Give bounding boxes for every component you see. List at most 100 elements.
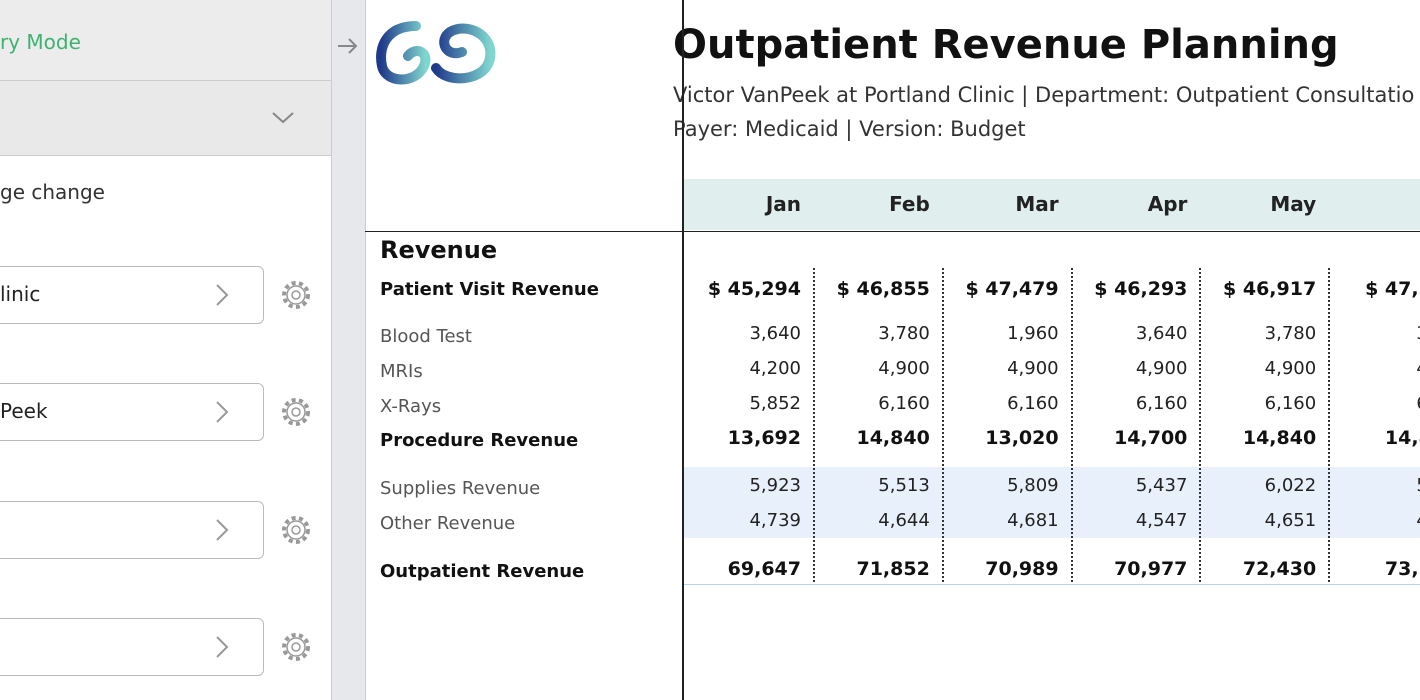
cell: 70,989: [985, 558, 1059, 580]
cell: 4,900: [878, 358, 930, 379]
column-divider: [1328, 268, 1331, 582]
cell: 3,7: [1327, 322, 1420, 346]
page-title: Outpatient Revenue Planning: [673, 22, 1339, 68]
column-header: Mar: [1015, 192, 1059, 216]
cell: 73,14: [1384, 558, 1420, 580]
chevron-right: [216, 636, 229, 658]
cell: $ 47,54: [1365, 278, 1420, 300]
chevron-down: [272, 112, 294, 124]
cell: 72,430: [1242, 558, 1317, 580]
select-field[interactable]: [0, 501, 264, 559]
row-label: Patient Visit Revenue: [380, 279, 599, 300]
cell: 4,547: [1135, 510, 1188, 531]
cell: 4,200: [749, 358, 801, 379]
column-header: J: [1327, 190, 1420, 218]
cell: 14,840: [856, 427, 930, 449]
cell: 1,960: [1007, 323, 1059, 344]
cell: 13,020: [985, 427, 1059, 449]
cell: 5,809: [1007, 475, 1059, 496]
option-label: ge change: [0, 180, 105, 204]
cell: 3,780: [1264, 323, 1317, 344]
cell: 6,160: [1264, 393, 1317, 414]
column-divider: [941, 268, 944, 582]
cell: 6,160: [878, 393, 930, 414]
cell: 69,647: [727, 558, 801, 580]
logo: [376, 21, 496, 85]
cell: 4,651: [1264, 510, 1317, 531]
settings-gear[interactable]: [280, 514, 312, 546]
row-label: MRIs: [380, 361, 423, 382]
column-divider: [1070, 268, 1073, 582]
select-field[interactable]: [0, 618, 264, 676]
column-header: Apr: [1147, 192, 1188, 216]
cell: 71,852: [856, 558, 930, 580]
select-field[interactable]: [0, 266, 264, 324]
cell: 5,852: [749, 393, 801, 414]
rule: [365, 231, 1420, 232]
highlight-band: [684, 467, 1420, 538]
mode-label[interactable]: ry Mode: [0, 30, 81, 54]
cell: 4,8: [1327, 509, 1420, 533]
cell: $ 46,293: [1094, 278, 1188, 300]
subtitle: Payer: Medicaid | Version: Budget: [673, 117, 1026, 141]
cell: 14,700: [1114, 427, 1188, 449]
cell: 3,640: [749, 323, 801, 344]
expand-arrow[interactable]: [336, 36, 360, 56]
rule: [684, 584, 1420, 585]
settings-gear[interactable]: [280, 631, 312, 663]
cell: 4,9: [1327, 357, 1420, 381]
cell: 6,1: [1327, 392, 1420, 416]
column-header: Jan: [765, 192, 801, 216]
cell: 5,437: [1135, 475, 1188, 496]
row-label: Outpatient Revenue: [380, 561, 585, 582]
select-field[interactable]: [0, 383, 264, 441]
cell: $ 45,294: [707, 278, 801, 300]
cell: 13,692: [727, 427, 801, 449]
cell: 6,022: [1264, 475, 1317, 496]
row-label: Blood Test: [380, 326, 472, 347]
column-divider: [1199, 268, 1202, 582]
cell: 5,9: [1327, 474, 1420, 498]
subtitle: Victor VanPeek at Portland Clinic | Depa…: [673, 83, 1415, 107]
column-divider: [813, 268, 815, 582]
cell: 3,780: [878, 323, 930, 344]
cell: 6,160: [1007, 393, 1059, 414]
field-value: linic: [0, 282, 41, 306]
row-label: Other Revenue: [380, 513, 516, 534]
cell: 70,977: [1114, 558, 1188, 580]
section-label: Revenue: [380, 236, 498, 264]
field-value: Peek: [0, 399, 48, 423]
cell: 14,84: [1384, 427, 1420, 449]
cell: 5,513: [878, 475, 930, 496]
row-label: X-Rays: [380, 396, 442, 417]
cell: 4,900: [1135, 358, 1188, 379]
chevron-right: [216, 519, 229, 541]
cell: 4,644: [878, 510, 930, 531]
cell: 4,900: [1007, 358, 1059, 379]
column-header: Feb: [889, 192, 930, 216]
settings-gear[interactable]: [280, 396, 312, 428]
cell: $ 46,855: [836, 278, 930, 300]
table-header-bg: [684, 179, 1420, 230]
dropdown[interactable]: [0, 81, 331, 156]
frozen-divider: [682, 0, 684, 700]
row-label: Procedure Revenue: [380, 430, 579, 451]
row-label: Supplies Revenue: [380, 478, 541, 499]
settings-gear[interactable]: [280, 279, 312, 311]
cell: 4,739: [749, 510, 801, 531]
column-header: May: [1270, 192, 1317, 216]
collapse-strip: [332, 0, 366, 700]
cell: 5,923: [749, 475, 801, 496]
cell: 4,681: [1007, 510, 1059, 531]
cell: $ 46,917: [1223, 278, 1317, 300]
cell: 6,160: [1135, 393, 1188, 414]
chevron-right: [216, 284, 229, 306]
cell: 4,900: [1264, 358, 1317, 379]
cell: 14,840: [1242, 427, 1317, 449]
chevron-right: [216, 401, 229, 423]
cell: $ 47,479: [965, 278, 1059, 300]
mode-bar: [0, 0, 331, 81]
cell: 3,640: [1135, 323, 1188, 344]
